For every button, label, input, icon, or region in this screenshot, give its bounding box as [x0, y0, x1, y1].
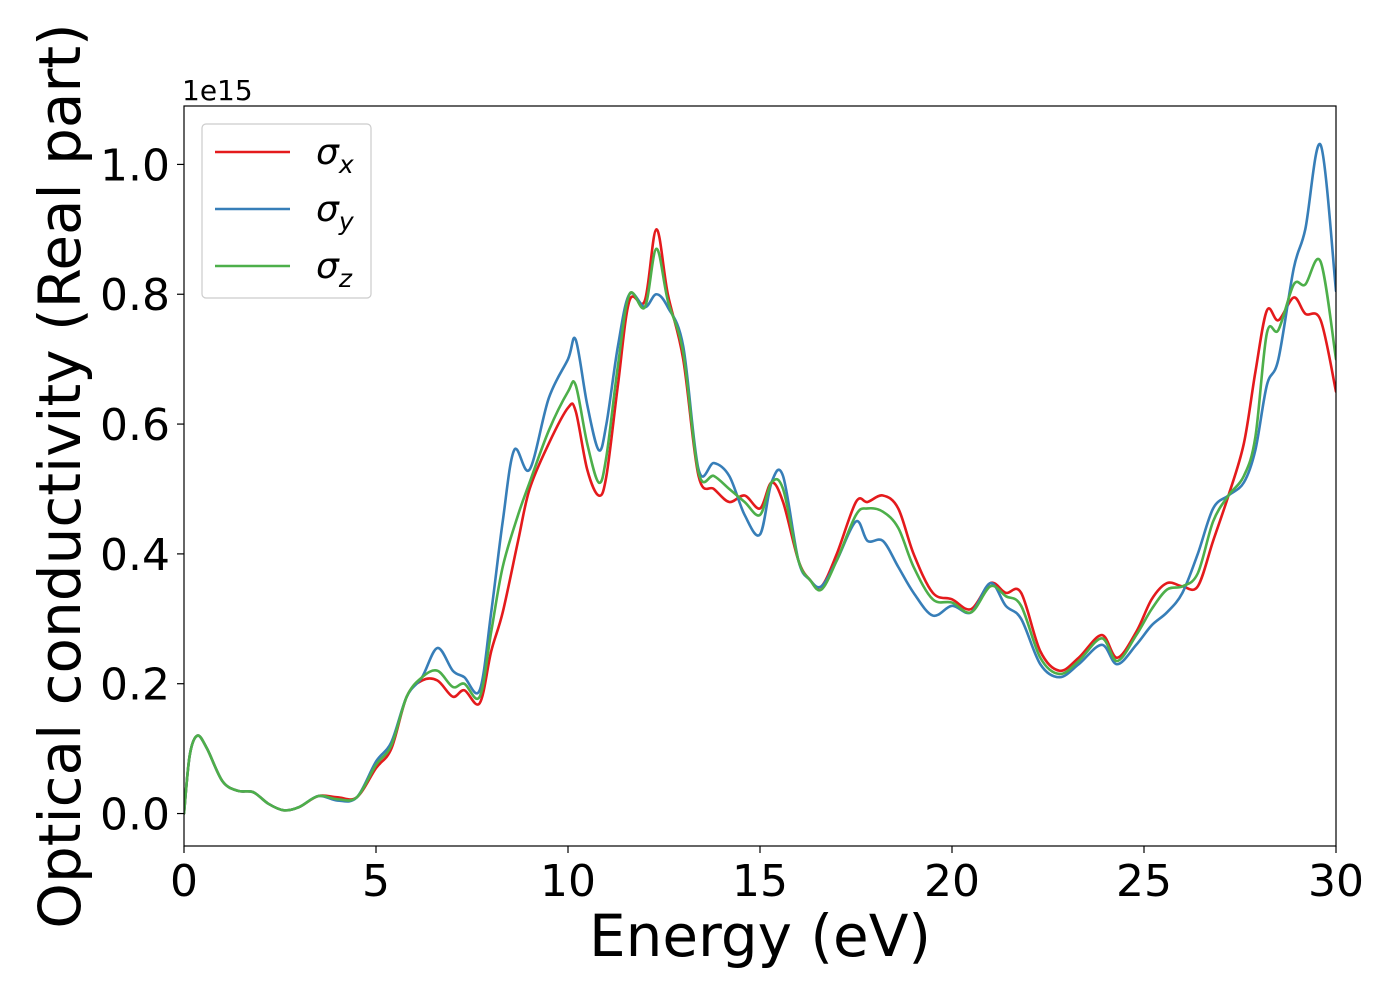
legend-subscript: x — [338, 150, 354, 179]
x-tick-label: 5 — [362, 856, 390, 907]
legend-subscript: y — [338, 207, 355, 236]
y-tick-label: 0.4 — [100, 530, 170, 581]
legend-label-sigma-y: σy — [316, 189, 355, 236]
x-tick-label: 30 — [1308, 856, 1364, 907]
y-tick-label: 0.8 — [100, 270, 170, 321]
x-tick-label: 0 — [170, 856, 198, 907]
x-tick-label: 15 — [732, 856, 788, 907]
legend-label-sigma-z: σz — [316, 246, 353, 293]
legend-symbol: σ — [316, 246, 340, 287]
y-axis-label: Optical conductivity (Real part) — [26, 23, 94, 928]
series-line-sigma-y — [184, 142, 1336, 815]
x-axis-label: Energy (eV) — [589, 902, 931, 970]
legend-box — [201, 123, 372, 299]
y-offset-label: 1e15 — [182, 74, 253, 107]
y-tick-label: 0.6 — [100, 400, 170, 451]
legend-symbol: σ — [316, 189, 340, 230]
x-tick-label: 10 — [540, 856, 596, 907]
legend-symbol: σ — [316, 132, 340, 173]
x-tick-label: 20 — [924, 856, 980, 907]
x-axis: 0 5 10 15 20 25 30 — [170, 846, 1364, 907]
series-line-sigma-z — [184, 247, 1336, 815]
y-axis: 0.0 0.2 0.4 0.6 0.8 1.0 — [100, 140, 184, 841]
legend-label-sigma-x: σx — [316, 132, 354, 179]
y-tick-label: 1.0 — [100, 140, 170, 191]
legend-subscript: z — [338, 264, 353, 293]
y-tick-label: 0.0 — [100, 790, 170, 841]
series-line-sigma-x — [184, 228, 1336, 815]
y-tick-label: 0.2 — [100, 660, 170, 711]
x-tick-label: 25 — [1116, 856, 1172, 907]
series-layer — [184, 142, 1336, 815]
